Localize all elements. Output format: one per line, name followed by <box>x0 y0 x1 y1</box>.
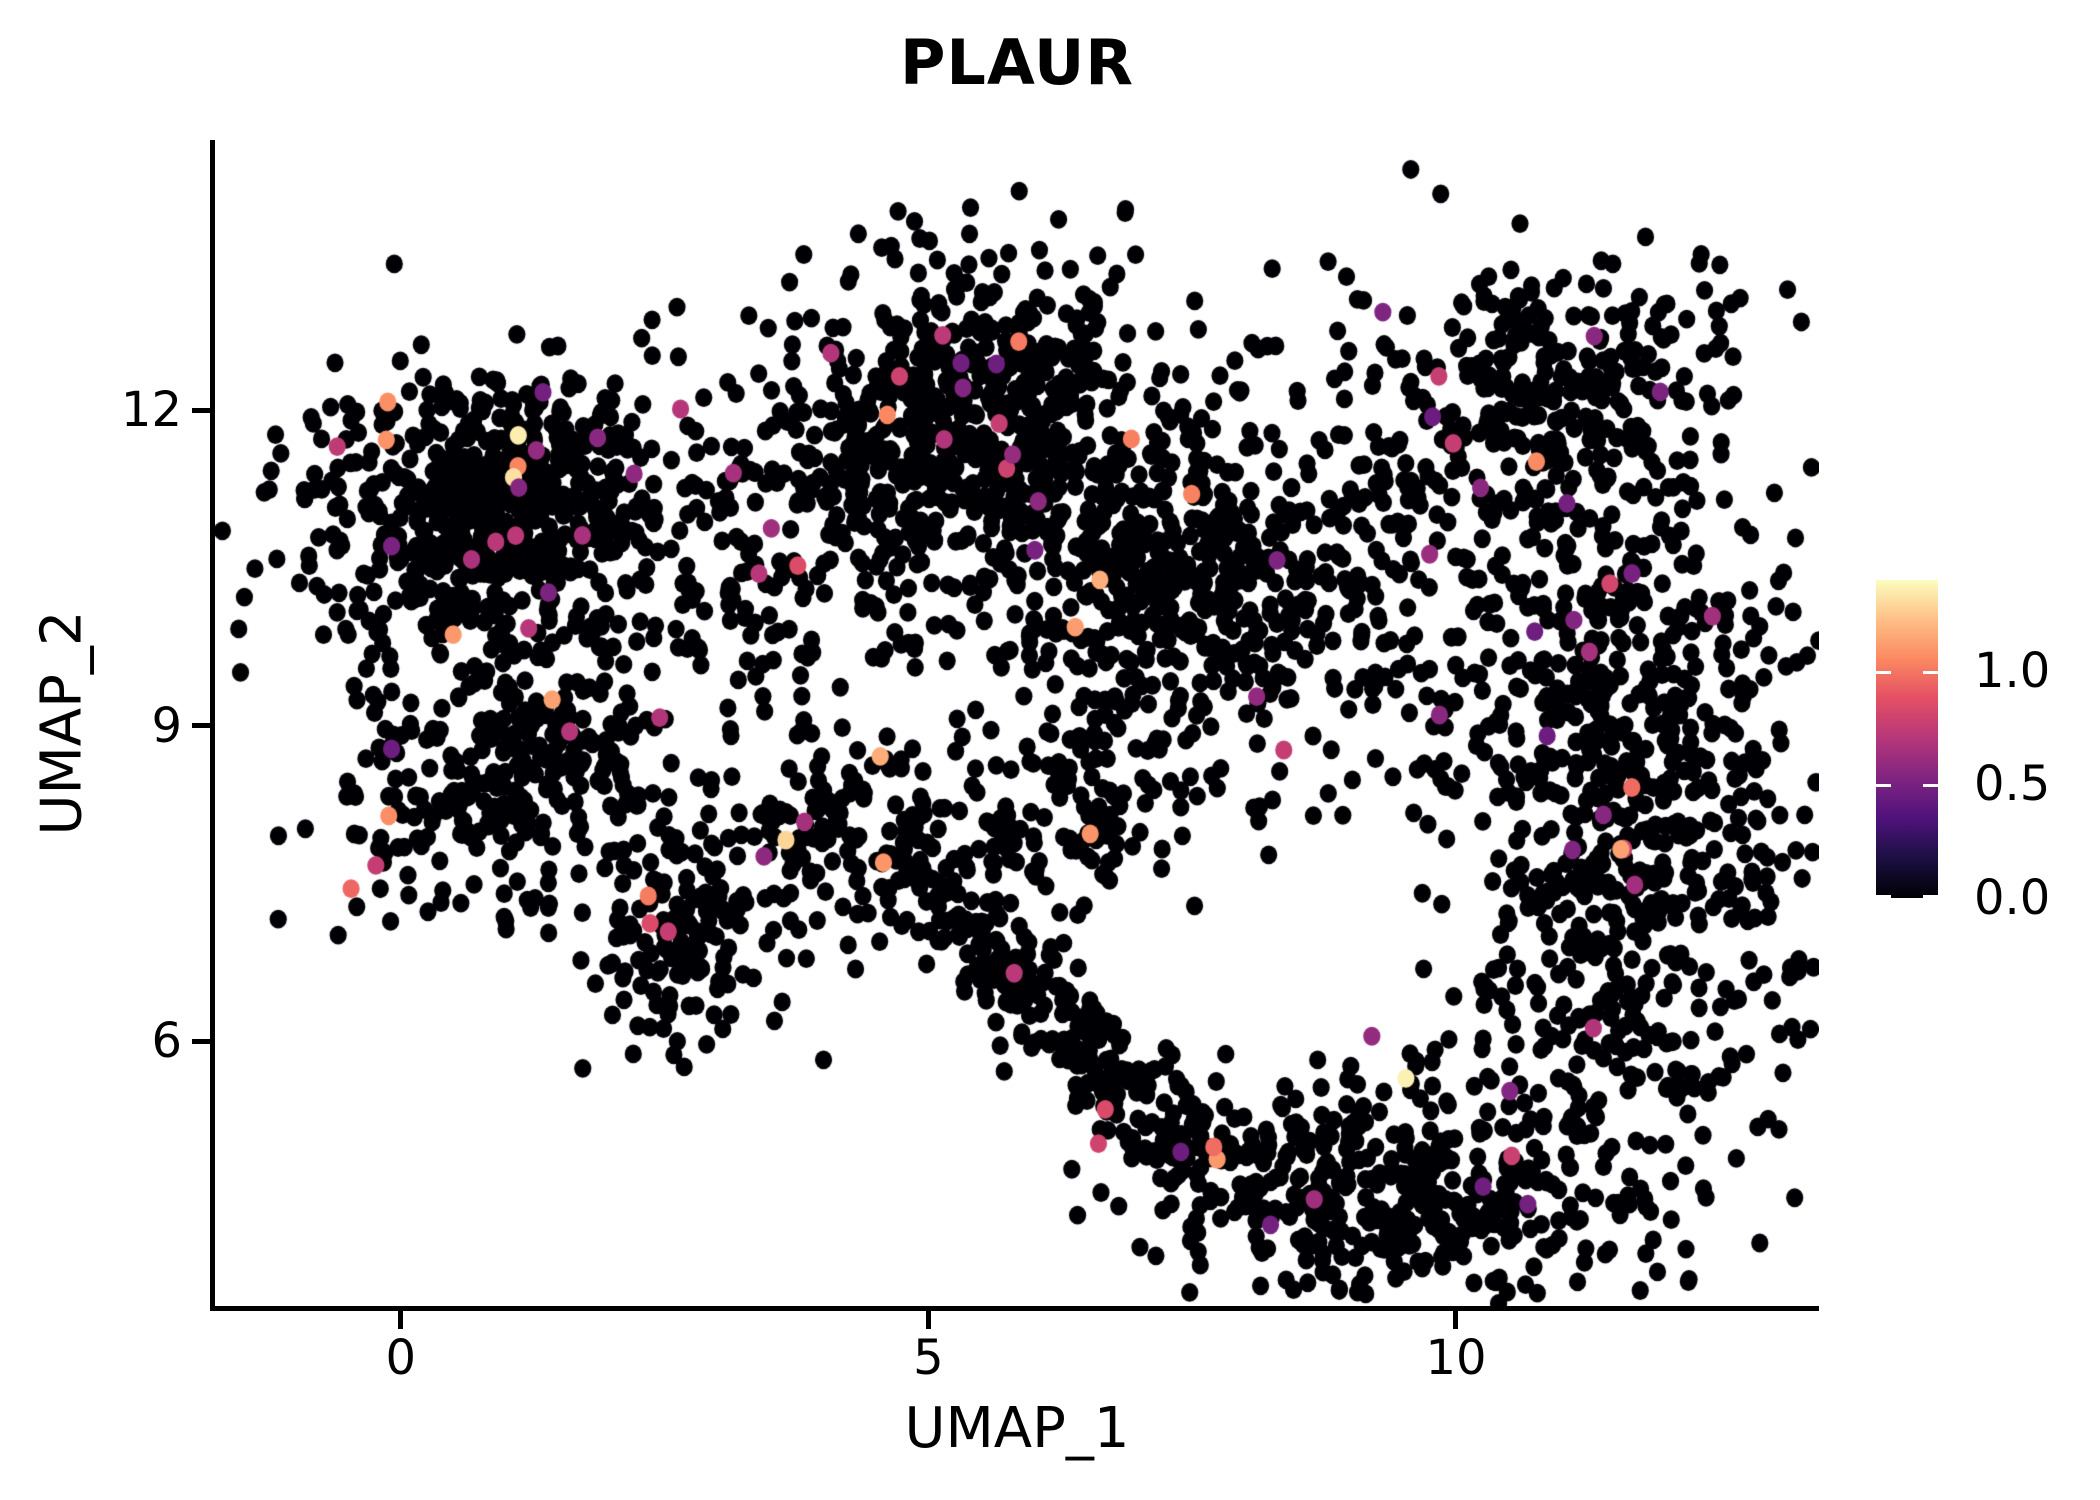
plot-panel <box>215 140 1819 1306</box>
y-tick-mark-6 <box>192 1038 210 1044</box>
colorbar-tick-left-0.0 <box>1876 895 1891 898</box>
colorbar-label-1.0: 1.0 <box>1974 642 2051 699</box>
x-tick-mark-0 <box>398 1311 404 1329</box>
y-tick-label-12: 12 <box>120 382 182 439</box>
y-tick-label-6: 6 <box>151 1013 182 1070</box>
y-axis-title: UMAP_2 <box>29 610 95 836</box>
colorbar-gradient <box>1876 580 1938 898</box>
y-tick-mark-12 <box>192 407 210 413</box>
colorbar-tick-right-1.0 <box>1923 670 1938 674</box>
y-tick-mark-9 <box>192 723 210 729</box>
colorbar-label-0.5: 0.5 <box>1974 756 2051 813</box>
colorbar-label-0.0: 0.0 <box>1974 870 2051 926</box>
colorbar-tick-left-1.0 <box>1876 670 1891 674</box>
x-tick-label-10: 10 <box>1425 1330 1487 1386</box>
x-axis-title: UMAP_1 <box>904 1396 1130 1461</box>
colorbar-tick-right-0.5 <box>1923 784 1938 788</box>
scatter-points-canvas <box>215 140 1819 1306</box>
x-tick-label-5: 5 <box>913 1330 944 1386</box>
x-axis-line <box>210 1306 1819 1311</box>
plot-title: PLAUR <box>899 26 1135 99</box>
y-tick-label-9: 9 <box>151 697 182 754</box>
colorbar-tick-left-0.5 <box>1876 784 1891 788</box>
x-tick-label-0: 0 <box>385 1330 416 1386</box>
y-axis-line <box>210 140 215 1311</box>
colorbar-tick-right-0.0 <box>1923 895 1938 898</box>
x-tick-mark-5 <box>925 1311 931 1329</box>
x-tick-mark-10 <box>1453 1311 1459 1329</box>
